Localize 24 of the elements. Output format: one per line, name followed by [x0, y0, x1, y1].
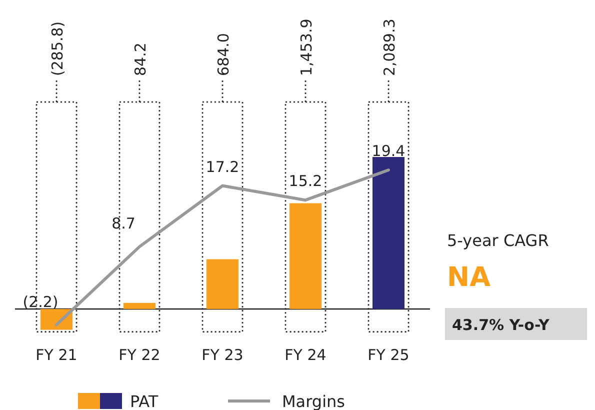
data-label: 17.2 — [206, 158, 240, 176]
text: 5-year CAGR — [447, 231, 549, 250]
data-label: 1,453.9 — [298, 18, 316, 76]
text: 43.7% Y-o-Y — [452, 316, 550, 334]
bar — [206, 259, 238, 309]
data-label: 15.2 — [288, 172, 322, 190]
bar — [124, 302, 156, 309]
bar — [372, 157, 404, 309]
legend-label: PAT — [130, 392, 158, 410]
x-tick-label: FY 25 — [368, 346, 410, 364]
bar — [290, 203, 322, 309]
x-tick-label: FY 24 — [284, 346, 326, 364]
data-label: 8.7 — [112, 214, 136, 233]
x-tick-label: FY 22 — [118, 346, 160, 364]
data-label: 2,089.3 — [380, 18, 398, 76]
data-label: 19.4 — [372, 142, 406, 160]
data-label: (2.2) — [22, 292, 58, 311]
legend-label: Margins — [282, 392, 345, 410]
data-label: 84.2 — [132, 42, 150, 76]
x-tick-label: FY 23 — [202, 346, 244, 364]
text: NA — [447, 262, 491, 293]
x-tick-label: FY 21 — [36, 346, 78, 364]
data-label: (285.8) — [48, 21, 66, 76]
data-label: 684.0 — [214, 33, 232, 76]
